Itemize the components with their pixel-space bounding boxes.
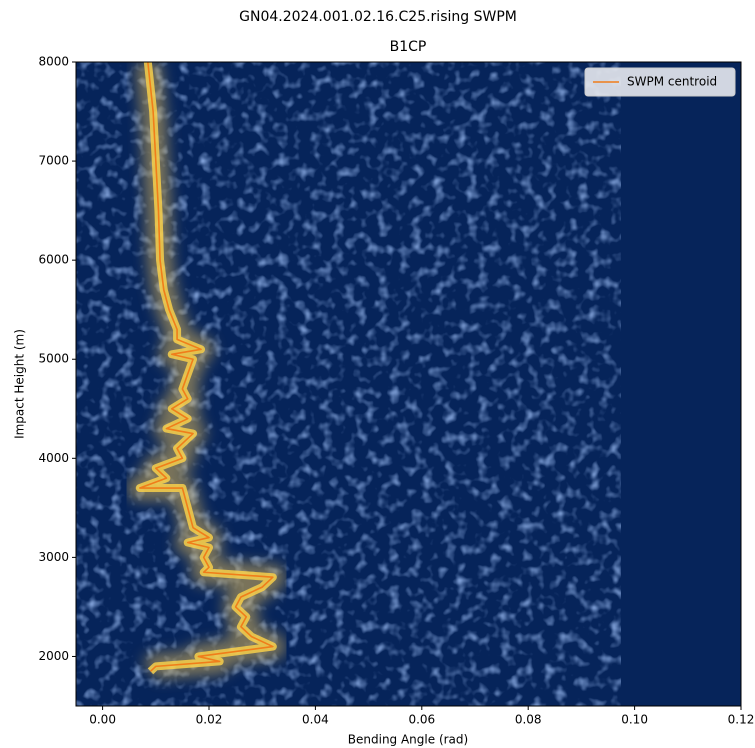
x-axis-label: Bending Angle (rad) xyxy=(348,733,468,747)
y-axis-label: Impact Height (m) xyxy=(13,329,27,439)
x-tick-label: 0.06 xyxy=(408,713,435,727)
x-tick-label: 0.04 xyxy=(302,713,329,727)
y-tick-label: 8000 xyxy=(38,55,69,69)
chart-title: GN04.2024.001.02.16.C25.rising SWPM xyxy=(239,9,517,25)
x-tick-label: 0.00 xyxy=(89,713,116,727)
chart-subtitle: B1CP xyxy=(390,39,427,55)
line xyxy=(139,62,274,672)
legend-label: SWPM centroid xyxy=(627,75,717,89)
y-tick-label: 3000 xyxy=(38,550,69,564)
x-tick-label: 0.02 xyxy=(196,713,223,727)
axes-frame xyxy=(75,61,742,707)
x-tick-label: 0.08 xyxy=(515,713,542,727)
legend-box xyxy=(584,67,736,97)
y-tick-label: 4000 xyxy=(38,451,69,465)
plot-area xyxy=(126,62,286,681)
x-tick-label: 0.12 xyxy=(728,713,755,727)
y-tick-label: 2000 xyxy=(38,649,69,663)
y-tick-label: 7000 xyxy=(38,154,69,168)
y-tick-label: 5000 xyxy=(38,352,69,366)
x-tick-label: 0.10 xyxy=(621,713,648,727)
y-tick-label: 6000 xyxy=(38,253,69,267)
